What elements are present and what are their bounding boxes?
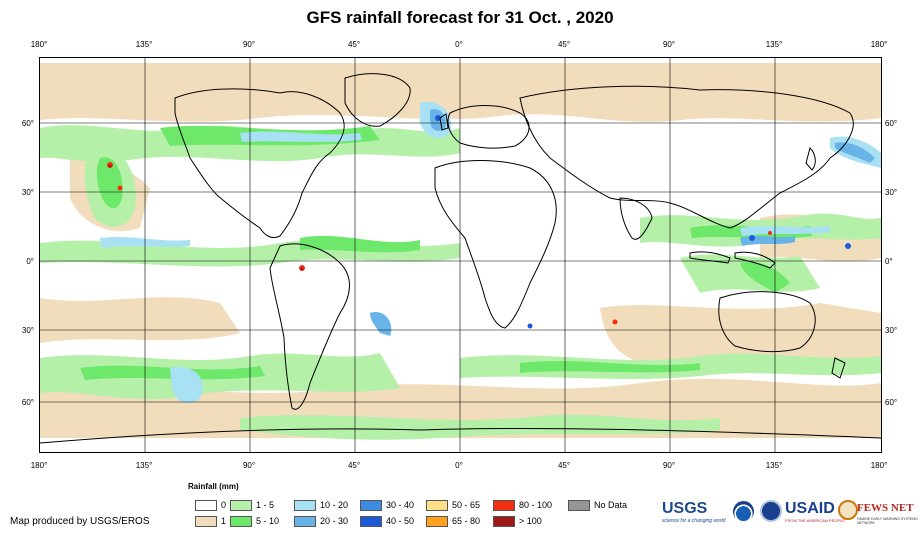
legend-item: 0	[195, 499, 226, 511]
graticule	[40, 58, 881, 452]
legend-item: 40 - 50	[360, 515, 414, 527]
rain-field-30-50mm	[435, 115, 851, 329]
map-title: GFS rainfall forecast for 31 Oct. , 2020	[306, 8, 614, 27]
legend-label: 0	[221, 500, 227, 510]
legend-label: 65 - 80	[452, 516, 481, 526]
legend-swatch	[195, 515, 217, 527]
legend-label: 1 - 5	[256, 500, 275, 510]
lat-tick-label: 60°	[21, 119, 34, 128]
legend-item: 1	[195, 515, 226, 527]
legend-swatch	[568, 499, 590, 511]
legend-label: 1	[221, 516, 227, 526]
credit-text: Map produced by USGS/EROS	[10, 516, 150, 527]
lon-tick-label: 135°	[135, 461, 153, 470]
legend-swatch	[195, 499, 217, 511]
noaa-logo-icon	[733, 501, 754, 522]
lat-tick-label: 0°	[26, 257, 34, 266]
lat-tick-label: 30°	[21, 188, 34, 197]
legend-swatch	[426, 499, 448, 511]
lon-tick-label: 45°	[557, 40, 571, 49]
fews-logo-icon	[838, 500, 858, 520]
legend-item: 50 - 65	[426, 499, 480, 511]
legend-swatch	[230, 499, 252, 511]
legend-swatch	[493, 499, 515, 511]
usgs-logo: USGS science for a changing world	[662, 500, 730, 526]
usgs-logo-text: USGS	[662, 500, 708, 517]
lon-tick-label: 90°	[662, 461, 676, 470]
legend-label: 50 - 65	[452, 500, 481, 510]
legend-label: 40 - 50	[386, 516, 415, 526]
lon-tick-label: 90°	[242, 40, 256, 49]
legend-item: > 100	[493, 515, 542, 527]
lon-tick-label: 180°	[30, 40, 48, 49]
lat-tick-label: 60°	[885, 119, 898, 128]
legend-swatch	[493, 515, 515, 527]
legend-label: No Data	[594, 500, 628, 510]
legend-swatch	[230, 515, 252, 527]
usaid-logo-text: USAID	[785, 500, 835, 517]
rain-field-100-plus	[108, 164, 304, 271]
usaid-seal-icon	[760, 500, 782, 522]
legend-item: 20 - 30	[294, 515, 348, 527]
lon-tick-label: 90°	[662, 40, 676, 49]
lat-tick-label: 60°	[21, 398, 34, 407]
legend-label: 30 - 40	[386, 500, 415, 510]
legend-label: 20 - 30	[320, 516, 349, 526]
legend-title: Rainfall (mm)	[188, 482, 239, 491]
lat-tick-label: 30°	[885, 188, 898, 197]
rainfall-map-svg	[40, 58, 881, 452]
legend-swatch	[426, 515, 448, 527]
legend-item: 80 - 100	[493, 499, 552, 511]
lat-tick-label: 0°	[885, 257, 893, 266]
lon-tick-label: 45°	[347, 461, 361, 470]
legend-item: No Data	[568, 499, 627, 511]
rain-field-80-plus	[107, 162, 772, 325]
lon-tick-label: 135°	[765, 461, 783, 470]
lon-tick-label: 45°	[557, 461, 571, 470]
usgs-tagline: science for a changing world	[662, 518, 726, 524]
legend-swatch	[360, 515, 382, 527]
lon-tick-label: 180°	[870, 40, 888, 49]
lat-tick-label: 30°	[21, 326, 34, 335]
legend-label: 80 - 100	[519, 500, 553, 510]
legend-swatch	[294, 515, 316, 527]
legend-item: 1 - 5	[230, 499, 274, 511]
lon-tick-label: 135°	[135, 40, 153, 49]
lon-tick-label: 0°	[455, 461, 463, 470]
legend-item: 5 - 10	[230, 515, 279, 527]
lon-tick-label: 180°	[870, 461, 888, 470]
lat-tick-label: 30°	[885, 326, 898, 335]
lon-tick-label: 0°	[455, 40, 463, 49]
legend-item: 10 - 20	[294, 499, 348, 511]
lon-tick-label: 45°	[347, 40, 361, 49]
coastlines	[40, 73, 881, 444]
lon-tick-label: 135°	[765, 40, 783, 49]
legend-label: 5 - 10	[256, 516, 280, 526]
lat-tick-label: 60°	[885, 398, 898, 407]
fews-tagline: FAMINE EARLY WARNING SYSTEMS NETWORK	[857, 517, 918, 525]
legend-label: > 100	[519, 516, 542, 526]
legend-swatch	[360, 499, 382, 511]
legend-label: 10 - 20	[320, 500, 349, 510]
fews-logo-text: FEWS NET	[857, 502, 914, 514]
legend-swatch	[294, 499, 316, 511]
legend-item: 30 - 40	[360, 499, 414, 511]
legend-item: 65 - 80	[426, 515, 480, 527]
lon-tick-label: 90°	[242, 461, 256, 470]
usaid-tagline: FROM THE AMERICAN PEOPLE	[785, 518, 845, 523]
lon-tick-label: 180°	[30, 461, 48, 470]
rainfall-map	[39, 57, 882, 453]
